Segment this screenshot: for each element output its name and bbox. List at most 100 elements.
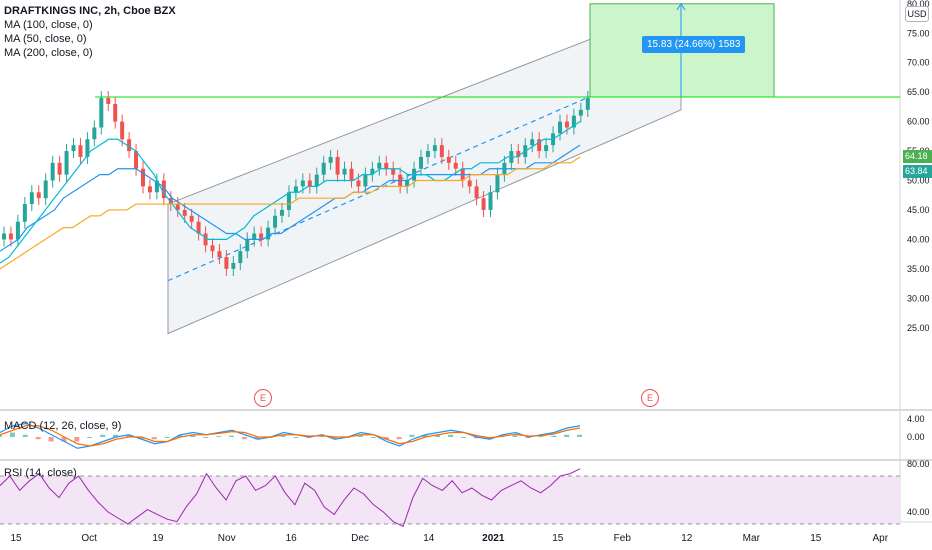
ma200-legend: MA (200, close, 0) — [4, 47, 93, 59]
candle-body — [537, 139, 542, 152]
macd-histogram-bar — [422, 434, 428, 437]
candle-body — [439, 145, 444, 157]
candle-body — [224, 257, 229, 269]
x-tick-label: Apr — [873, 533, 889, 544]
earnings-badge-1[interactable]: E — [254, 389, 272, 407]
candle-body — [245, 239, 250, 252]
y-tick-label: 50.00 — [907, 176, 930, 186]
candle-body — [141, 168, 145, 187]
macd-histogram-bar — [383, 437, 389, 440]
macd-histogram-bar — [448, 434, 454, 437]
macd-histogram-bar — [525, 437, 531, 438]
candle-body — [571, 115, 576, 128]
y-tick-label: 45.00 — [907, 205, 930, 215]
candle-body — [50, 162, 55, 181]
y-tick-label: 35.00 — [907, 264, 930, 274]
candle-body — [495, 174, 500, 193]
candle-body — [217, 251, 222, 258]
candle-body — [43, 180, 48, 199]
macd-histogram-bar — [229, 435, 234, 437]
candle-body — [293, 186, 298, 193]
macd-histogram-bar — [125, 434, 131, 437]
macd-histogram-bar — [164, 437, 170, 438]
macd-histogram-bar — [319, 436, 325, 438]
x-tick-label: Oct — [81, 533, 97, 544]
candle-body — [189, 215, 194, 222]
currency-button[interactable]: USD — [905, 6, 929, 22]
candle-body — [120, 121, 125, 140]
candle-body — [419, 156, 423, 169]
candle-body — [578, 109, 583, 116]
x-tick-label: Mar — [743, 533, 761, 544]
candle-body — [161, 180, 166, 199]
measure-label: 15.83 (24.66%) 1583 — [642, 36, 746, 53]
candle-body — [405, 180, 410, 187]
macd-histogram-bar — [357, 434, 363, 437]
candle-body — [57, 162, 62, 175]
candle-body — [335, 156, 340, 175]
candle-body — [377, 162, 382, 169]
candle-body — [85, 139, 90, 157]
candle-body — [154, 180, 159, 193]
candle-body — [286, 192, 291, 210]
x-tick-label: 19 — [152, 533, 164, 544]
candle-body — [182, 209, 187, 216]
y-tick-label: 80.00 — [907, 0, 930, 9]
candle-body — [252, 233, 257, 240]
macd-histogram-bar — [332, 437, 338, 440]
y-tick-label: 70.00 — [907, 58, 930, 68]
macd-y-tick-label: 4.00 — [907, 414, 925, 424]
macd-histogram-bar — [293, 437, 299, 438]
y-tick-label: 25.00 — [907, 323, 930, 333]
candle-body — [558, 121, 562, 134]
macd-histogram-bar — [190, 434, 196, 437]
candle-body — [71, 145, 76, 152]
rsi-label: RSI (14, close) — [4, 467, 77, 479]
macd-histogram-bar — [151, 437, 157, 440]
x-tick-label: Feb — [614, 533, 632, 544]
x-tick-label: 14 — [423, 533, 435, 544]
macd-y-tick-label: 0.00 — [907, 432, 925, 442]
y-tick-label: 75.00 — [907, 28, 930, 38]
candle-body — [210, 245, 215, 252]
x-tick-label: Dec — [351, 533, 369, 544]
candle-body — [29, 192, 34, 205]
macd-histogram-bar — [538, 436, 544, 438]
macd-histogram-bar — [396, 437, 402, 440]
macd-signal-line — [0, 425, 581, 447]
macd-histogram-bar — [409, 434, 415, 437]
candle-body — [564, 121, 569, 128]
rsi-y-tick-label: 80.00 — [907, 459, 930, 469]
macd-histogram-bar — [138, 437, 144, 440]
candle-body — [446, 156, 451, 163]
macd-histogram-bar — [241, 437, 247, 440]
macd-histogram-bar — [280, 434, 286, 437]
candle-body — [481, 198, 486, 210]
ma50-legend: MA (50, close, 0) — [4, 33, 87, 45]
candle-body — [425, 151, 430, 157]
ma100-legend: MA (100, close, 0) — [4, 19, 93, 31]
macd-histogram-bar — [551, 435, 557, 437]
candle-body — [488, 192, 493, 210]
x-tick-label: 2021 — [482, 533, 505, 544]
candle-body — [280, 209, 284, 216]
earnings-badge-2[interactable]: E — [641, 389, 659, 407]
candle-body — [134, 151, 139, 169]
candle-body — [231, 262, 236, 269]
candle-body — [384, 162, 389, 169]
macd-histogram-bar — [370, 437, 376, 438]
macd-histogram-bar — [177, 434, 183, 437]
candle-body — [22, 204, 27, 222]
candle-body — [314, 174, 319, 187]
candle-body — [15, 221, 20, 240]
candle-body — [64, 151, 69, 175]
macd-histogram-bar — [35, 437, 41, 440]
candle-body — [349, 168, 354, 181]
macd-histogram-bar — [512, 435, 518, 437]
macd-histogram-bar — [113, 434, 118, 437]
candle-body — [147, 186, 152, 193]
candle-body — [2, 233, 6, 240]
candle-body — [203, 233, 208, 246]
y-tick-label: 60.00 — [907, 117, 930, 127]
